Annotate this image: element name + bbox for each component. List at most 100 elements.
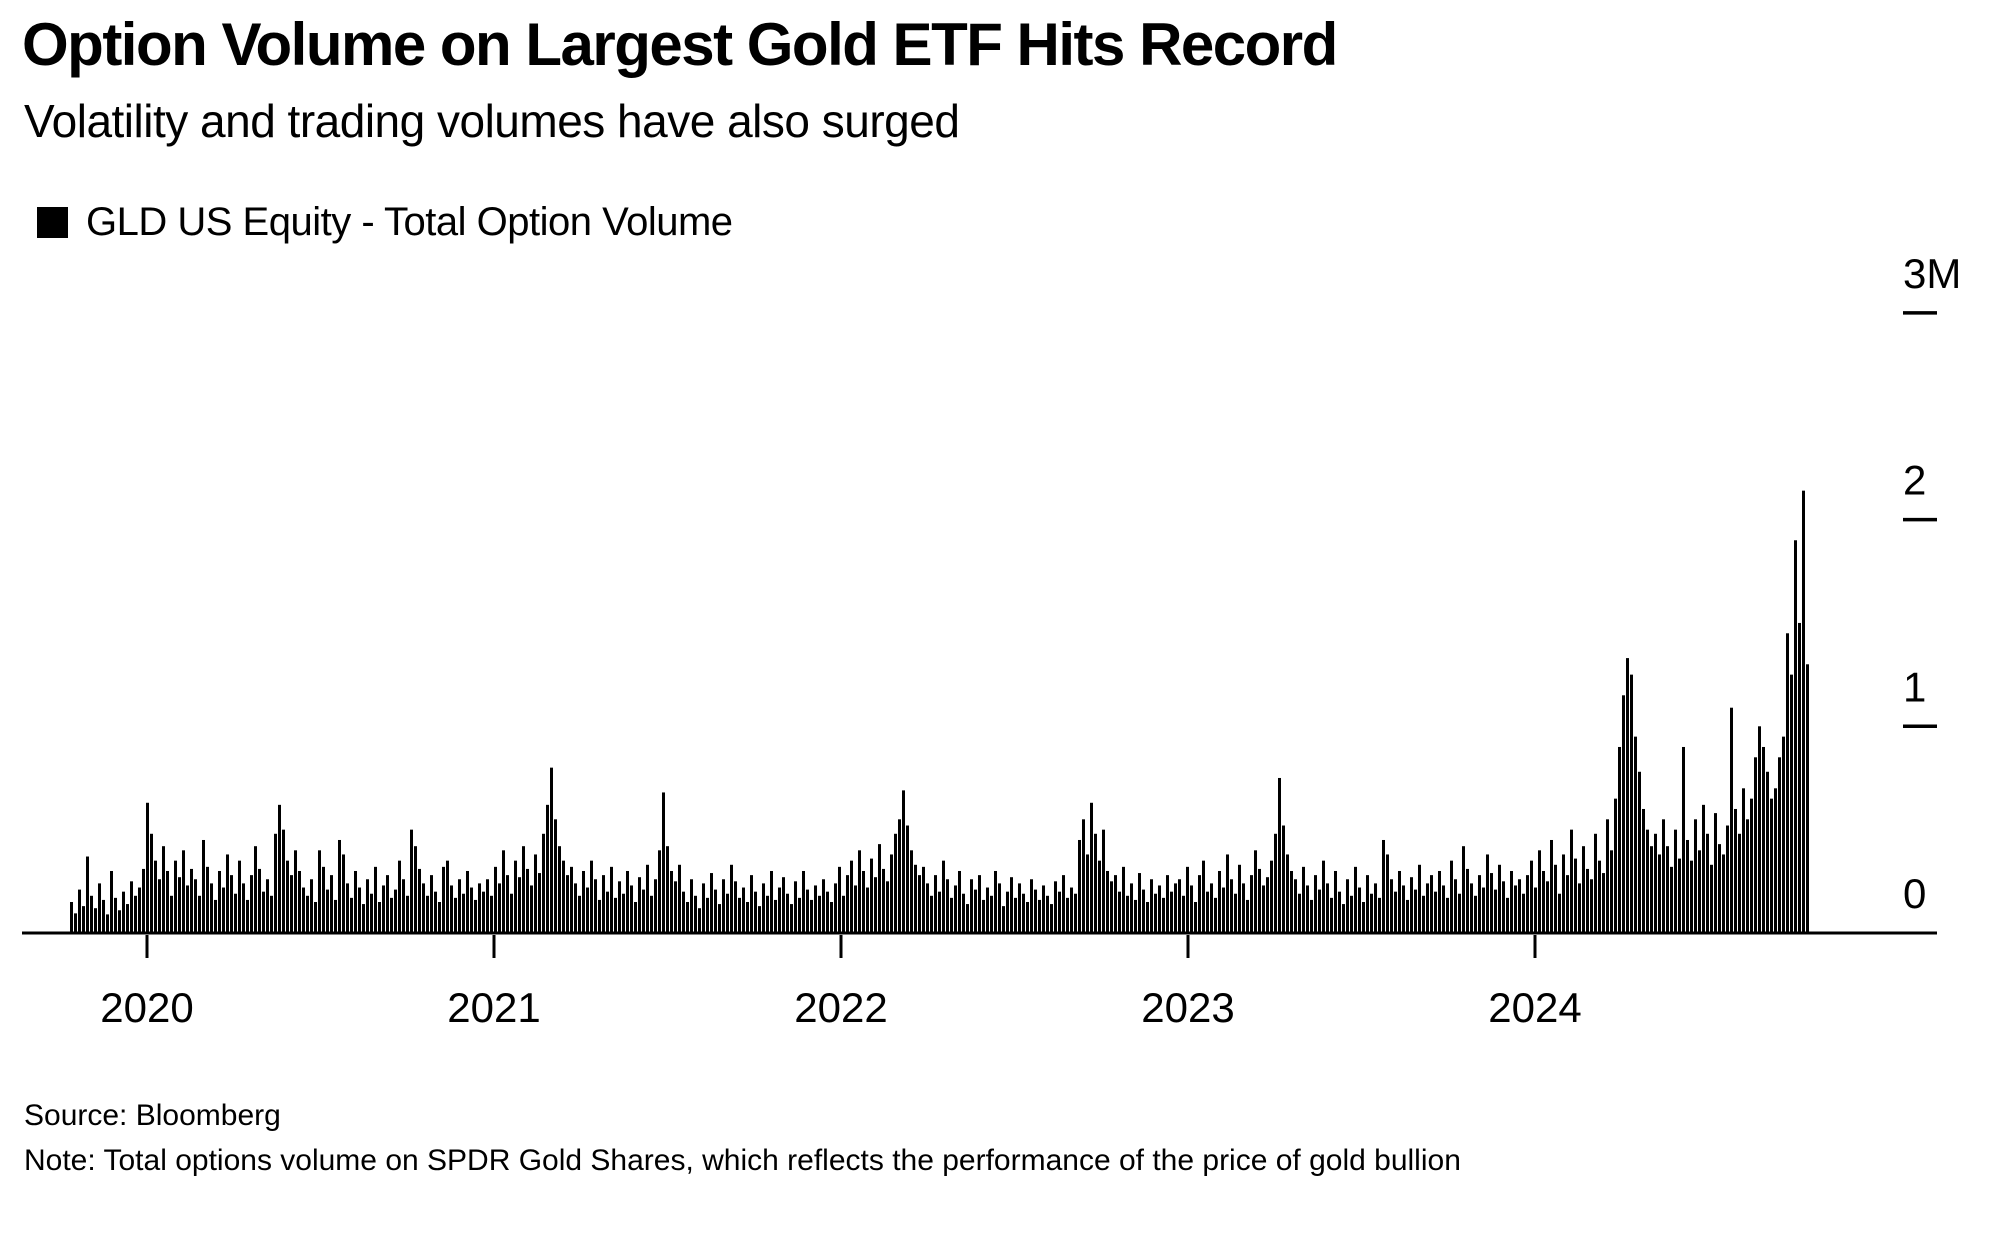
volume-bar xyxy=(442,866,445,933)
volume-bar xyxy=(1366,875,1369,933)
volume-bar xyxy=(1670,866,1673,933)
volume-bar xyxy=(98,883,101,933)
volume-bar xyxy=(1070,887,1073,933)
volume-bar xyxy=(978,875,981,933)
volume-bar xyxy=(566,875,569,933)
volume-bar xyxy=(1158,885,1161,933)
legend: GLD US Equity - Total Option Volume xyxy=(37,200,733,245)
volume-bar xyxy=(706,897,709,933)
y-axis-label-0: 0 xyxy=(1903,870,1926,917)
volume-bar xyxy=(710,873,713,933)
volume-bar xyxy=(1662,819,1665,933)
volume-bar xyxy=(802,870,805,933)
volume-bar xyxy=(762,883,765,933)
volume-bar xyxy=(1706,833,1709,933)
volume-bar xyxy=(1790,674,1793,933)
volume-bar xyxy=(1154,893,1157,933)
volume-bar xyxy=(1418,864,1421,933)
volume-bar xyxy=(1198,875,1201,933)
volume-bar xyxy=(1190,885,1193,933)
volume-bar xyxy=(934,875,937,933)
volume-bar xyxy=(338,839,341,933)
volume-bar xyxy=(726,893,729,933)
volume-bar xyxy=(1194,901,1197,933)
volume-bar xyxy=(878,844,881,933)
volume-bar xyxy=(478,883,481,933)
volume-bar xyxy=(1490,873,1493,933)
volume-bar xyxy=(974,889,977,933)
volume-bar xyxy=(926,883,929,933)
volume-bar xyxy=(1618,746,1621,933)
volume-bar xyxy=(654,879,657,933)
volume-bar xyxy=(1458,893,1461,933)
volume-bar xyxy=(1802,490,1805,933)
volume-bar xyxy=(798,897,801,933)
volume-bar xyxy=(574,883,577,933)
volume-bar xyxy=(1794,540,1797,933)
volume-bar xyxy=(330,875,333,933)
volume-bar xyxy=(1206,891,1209,933)
volume-bar xyxy=(682,891,685,933)
volume-bar xyxy=(1278,777,1281,933)
volume-bar xyxy=(1402,885,1405,933)
volume-bar xyxy=(1406,899,1409,933)
volume-bar xyxy=(1514,885,1517,933)
volume-bar xyxy=(294,850,297,933)
volume-bar xyxy=(1498,864,1501,933)
volume-bar xyxy=(598,899,601,933)
volume-bar xyxy=(1694,819,1697,933)
volume-bar xyxy=(514,860,517,933)
volume-bar xyxy=(238,860,241,933)
volume-bar xyxy=(1786,633,1789,933)
volume-bar xyxy=(1074,893,1077,933)
volume-bar xyxy=(1230,879,1233,933)
volume-bar xyxy=(518,877,521,933)
volume-bar xyxy=(1342,904,1345,933)
volume-bar xyxy=(458,879,461,933)
volume-bar xyxy=(1610,850,1613,933)
volume-bar xyxy=(434,891,437,933)
volume-bar xyxy=(1262,885,1265,933)
volume-bar xyxy=(426,895,429,933)
volume-bar xyxy=(1414,889,1417,933)
volume-bar xyxy=(698,908,701,933)
volume-bar xyxy=(1250,875,1253,933)
volume-bar xyxy=(594,879,597,933)
volume-bar xyxy=(590,860,593,933)
volume-bar xyxy=(1142,889,1145,933)
volume-bar xyxy=(1138,873,1141,933)
volume-bar xyxy=(166,870,169,933)
volume-bar xyxy=(774,899,777,933)
volume-bar xyxy=(758,906,761,933)
volume-bar xyxy=(702,883,705,933)
volume-bar xyxy=(310,879,313,933)
volume-bar xyxy=(1746,819,1749,933)
volume-bar xyxy=(894,833,897,933)
volume-bar xyxy=(1222,887,1225,933)
volume-bar xyxy=(1202,860,1205,933)
volume-bar xyxy=(650,895,653,933)
volume-bar xyxy=(638,877,641,933)
volume-bar xyxy=(966,904,969,933)
volume-bar xyxy=(1102,829,1105,933)
volume-bar xyxy=(1002,906,1005,933)
volume-bar xyxy=(550,767,553,933)
volume-bar xyxy=(770,870,773,933)
volume-bar xyxy=(754,891,757,933)
volume-bar xyxy=(1146,901,1149,933)
volume-bar xyxy=(1778,757,1781,933)
volume-bar xyxy=(474,899,477,933)
volume-bar xyxy=(1674,829,1677,933)
volume-bar xyxy=(602,875,605,933)
volume-bar xyxy=(126,904,129,933)
volume-bar xyxy=(414,846,417,933)
volume-bar xyxy=(818,895,821,933)
volume-bar xyxy=(278,804,281,933)
volume-bar xyxy=(1602,873,1605,933)
chart-subtitle: Volatility and trading volumes have also… xyxy=(24,95,960,147)
volume-bar xyxy=(806,889,809,933)
volume-bar xyxy=(786,893,789,933)
volume-bar xyxy=(1446,897,1449,933)
volume-bar xyxy=(1702,804,1705,933)
